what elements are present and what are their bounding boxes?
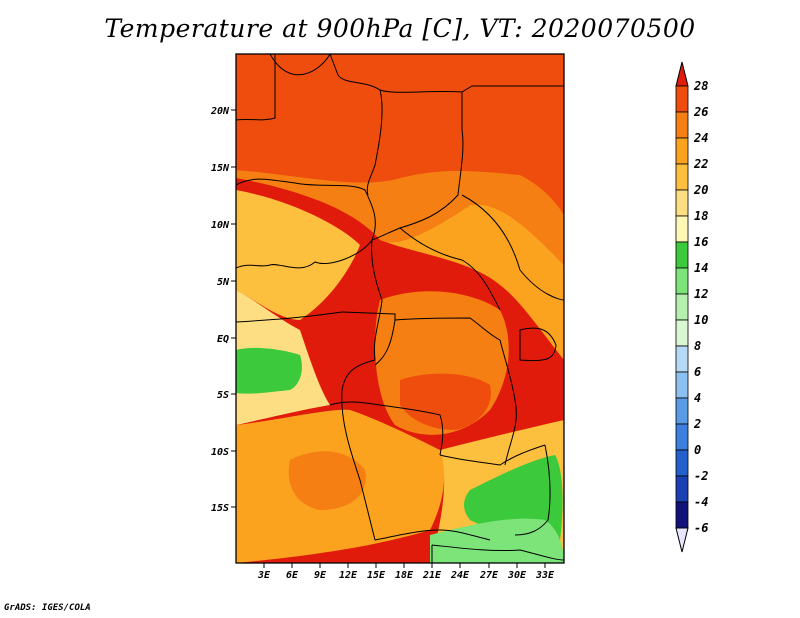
- contour-24-north: [236, 170, 564, 265]
- colorbar-segment: [675, 137, 689, 165]
- lat-label: EQ: [217, 334, 229, 345]
- lat-label: 15N: [211, 163, 230, 174]
- lat-label: 5S: [217, 390, 229, 401]
- colorbar-label: 20: [693, 183, 708, 197]
- colorbar-label: 12: [694, 287, 708, 301]
- colorbar-label: -6: [694, 521, 708, 535]
- colorbar-label: 14: [694, 261, 708, 275]
- footer-credit: GrADS: IGES/COLA: [4, 603, 91, 613]
- colorbar-label: 4: [694, 391, 701, 405]
- chart-title: Temperature at 900hPa [C], VT: 202007050…: [104, 14, 696, 43]
- colorbar-top-arrow: [675, 61, 689, 87]
- lat-label: 20N: [210, 106, 230, 117]
- colorbar-label: -4: [694, 495, 708, 509]
- colorbar-segment: [675, 215, 689, 243]
- lon-label: 24E: [450, 570, 470, 581]
- colorbar-bottom-arrow: [675, 527, 689, 553]
- country-borders: [235, 53, 565, 563]
- lon-label: 15E: [367, 570, 386, 581]
- colorbar-label: 6: [694, 365, 701, 379]
- colorbar-segment: [675, 293, 689, 321]
- colorbar-segment: [675, 371, 689, 399]
- colorbar-label: 22: [693, 157, 708, 171]
- lon-label: 6E: [286, 570, 299, 581]
- colorbar-segment: [675, 345, 689, 373]
- contour-24-angola: [288, 451, 366, 510]
- contour-22-central: [380, 204, 564, 360]
- colorbar-segment: [675, 267, 689, 295]
- lon-label: 18E: [395, 570, 414, 581]
- lon-label: 21E: [422, 570, 442, 581]
- colorbar-label: 26: [693, 105, 708, 119]
- colorbar-segment: [675, 189, 689, 217]
- contour-26-congo: [400, 373, 491, 430]
- contour-26: [236, 54, 564, 215]
- latitude-axis: 20N 15N 10N 5N EQ 5S 10S 15S: [210, 106, 236, 514]
- colorbar-segment: [675, 241, 689, 269]
- lon-label: 30E: [507, 570, 527, 581]
- lon-label: 9E: [314, 570, 327, 581]
- lon-label: 12E: [339, 570, 358, 581]
- contour-14-gabon: [236, 347, 302, 394]
- colorbar-label: 8: [694, 339, 701, 353]
- colorbar-label: 24: [693, 131, 708, 145]
- colorbar-label: 18: [694, 209, 708, 223]
- colorbar-segment: [675, 111, 689, 139]
- contour-12-southeast: [430, 518, 564, 563]
- colorbar-segment: [675, 501, 689, 529]
- colorbar-segment: [675, 423, 689, 451]
- colorbar-segment: [675, 319, 689, 347]
- longitude-axis: 3E 6E 9E 12E 15E 18E 21E 24E 27E 30E 33E: [257, 563, 555, 581]
- lat-label: 10S: [211, 447, 229, 458]
- lat-label: 15S: [211, 503, 229, 514]
- colorbar-label: 28: [693, 79, 708, 93]
- colorbar-segment: [675, 397, 689, 425]
- colorbar-label: 16: [694, 235, 708, 249]
- colorbar-segment: [675, 449, 689, 477]
- map-frame: [235, 53, 565, 564]
- colorbar-label: 10: [694, 313, 708, 327]
- contour-20-west: [236, 190, 360, 320]
- colorbar-label: -2: [694, 469, 708, 483]
- colorbar-label: 2: [693, 417, 701, 431]
- lat-label: 10N: [211, 220, 230, 231]
- lon-label: 3E: [257, 570, 271, 581]
- lon-label: 27E: [479, 570, 499, 581]
- lon-label: 33E: [535, 570, 555, 581]
- colorbar-segment: [675, 163, 689, 191]
- colorbar-label: 0: [694, 443, 701, 457]
- colorbar-segment: [675, 85, 689, 113]
- colorbar-segment: [675, 475, 689, 503]
- lat-label: 5N: [217, 277, 230, 288]
- temperature-map: [236, 54, 564, 563]
